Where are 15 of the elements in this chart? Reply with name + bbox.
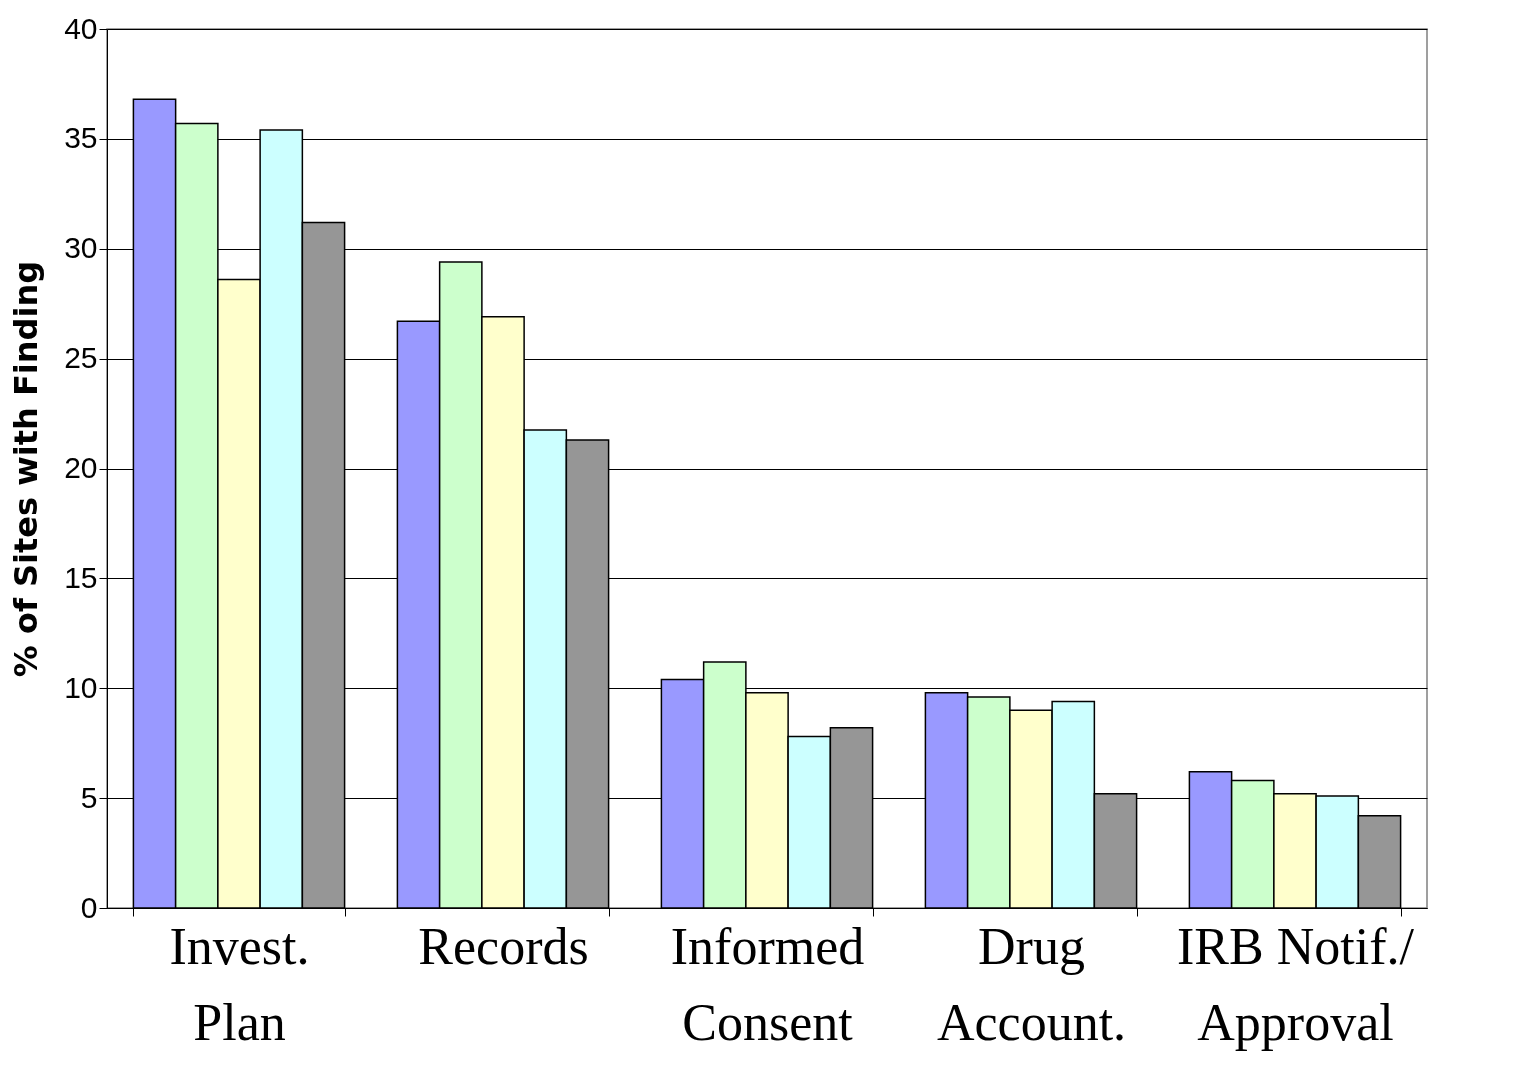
y-tick-label: 0 — [80, 890, 98, 924]
y-tick-label: 30 — [64, 231, 98, 265]
y-tick-label: 10 — [64, 670, 98, 704]
x-tick-label: Informed Consent — [670, 917, 865, 1051]
y-tick-label: 40 — [64, 11, 98, 45]
y-tick-label: 20 — [64, 451, 98, 484]
y-tick-label: 5 — [80, 780, 98, 814]
y-tick-label: 35 — [64, 121, 98, 155]
y-tick-label: 15 — [64, 560, 98, 594]
y-axis-title: % of Sites with Finding — [7, 260, 46, 678]
x-tick-label: IRB Notif./ Approval — [1177, 917, 1415, 1051]
x-tick-label: Records — [418, 917, 589, 975]
x-tick-label: Drug Account. — [936, 917, 1127, 1051]
x-tick-label: Invest. Plan — [169, 917, 310, 1051]
y-tick-label: 25 — [64, 341, 98, 375]
